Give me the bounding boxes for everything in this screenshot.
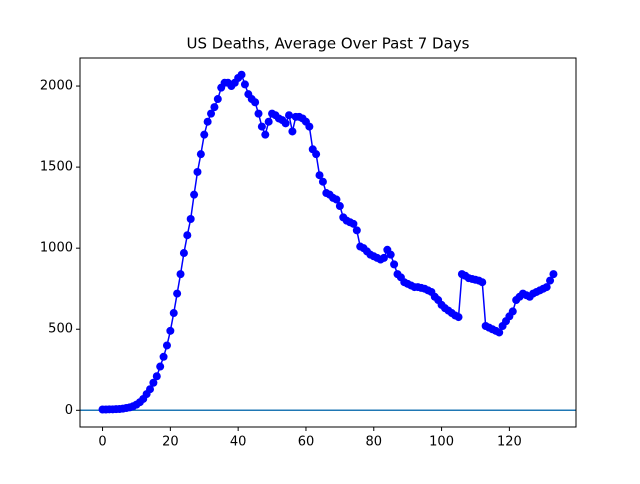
data-point bbox=[193, 167, 202, 176]
data-point bbox=[264, 117, 273, 126]
data-point bbox=[478, 278, 487, 287]
data-point bbox=[285, 111, 294, 120]
data-point bbox=[162, 341, 171, 350]
chart-title: US Deaths, Average Over Past 7 Days bbox=[187, 35, 470, 53]
data-point bbox=[257, 122, 266, 131]
x-tick-label: 40 bbox=[230, 435, 247, 450]
data-point bbox=[254, 109, 263, 118]
data-point bbox=[159, 352, 168, 361]
data-point bbox=[149, 378, 158, 387]
data-point bbox=[386, 250, 395, 259]
data-point bbox=[352, 226, 361, 235]
data-point bbox=[349, 219, 358, 228]
data-point bbox=[146, 385, 155, 394]
data-point bbox=[288, 127, 297, 136]
data-point bbox=[240, 80, 249, 89]
data-point bbox=[379, 253, 388, 262]
data-point bbox=[152, 372, 161, 381]
data-point bbox=[549, 270, 558, 279]
data-point bbox=[169, 309, 178, 318]
data-point bbox=[315, 171, 324, 180]
y-tick-label: 500 bbox=[48, 322, 73, 337]
plot-frame bbox=[79, 57, 577, 428]
y-tick-label: 1500 bbox=[40, 160, 73, 175]
y-tick-label: 1000 bbox=[40, 241, 73, 256]
x-tick-label: 80 bbox=[365, 435, 382, 450]
data-point bbox=[335, 202, 344, 211]
data-point bbox=[312, 150, 321, 159]
data-point bbox=[173, 289, 182, 298]
data-point bbox=[390, 260, 399, 269]
data-point bbox=[281, 119, 290, 128]
data-point bbox=[454, 313, 463, 322]
data-point bbox=[200, 130, 209, 139]
data-point bbox=[237, 70, 246, 79]
y-tick-label: 0 bbox=[65, 403, 73, 418]
data-point bbox=[186, 214, 195, 223]
data-point bbox=[318, 177, 327, 186]
data-point bbox=[210, 103, 219, 112]
data-point bbox=[305, 122, 314, 131]
x-tick-label: 120 bbox=[497, 435, 522, 450]
data-point bbox=[251, 98, 260, 107]
data-point bbox=[495, 328, 504, 337]
data-point bbox=[213, 95, 222, 104]
data-point bbox=[166, 326, 175, 335]
x-tick-label: 0 bbox=[98, 435, 106, 450]
data-point bbox=[508, 307, 517, 316]
y-tick-label: 2000 bbox=[40, 79, 73, 94]
x-tick-label: 60 bbox=[298, 435, 315, 450]
data-point bbox=[183, 231, 192, 240]
data-point bbox=[176, 270, 185, 279]
data-point bbox=[332, 195, 341, 204]
x-tick-label: 20 bbox=[162, 435, 179, 450]
data-point bbox=[546, 276, 555, 285]
x-tick-label: 100 bbox=[429, 435, 454, 450]
data-point bbox=[196, 150, 205, 159]
data-point bbox=[203, 117, 212, 126]
data-point bbox=[542, 283, 551, 292]
data-point bbox=[190, 190, 199, 199]
data-point bbox=[207, 109, 216, 118]
data-point bbox=[156, 362, 165, 371]
data-point bbox=[179, 249, 188, 258]
data-point bbox=[261, 130, 270, 139]
